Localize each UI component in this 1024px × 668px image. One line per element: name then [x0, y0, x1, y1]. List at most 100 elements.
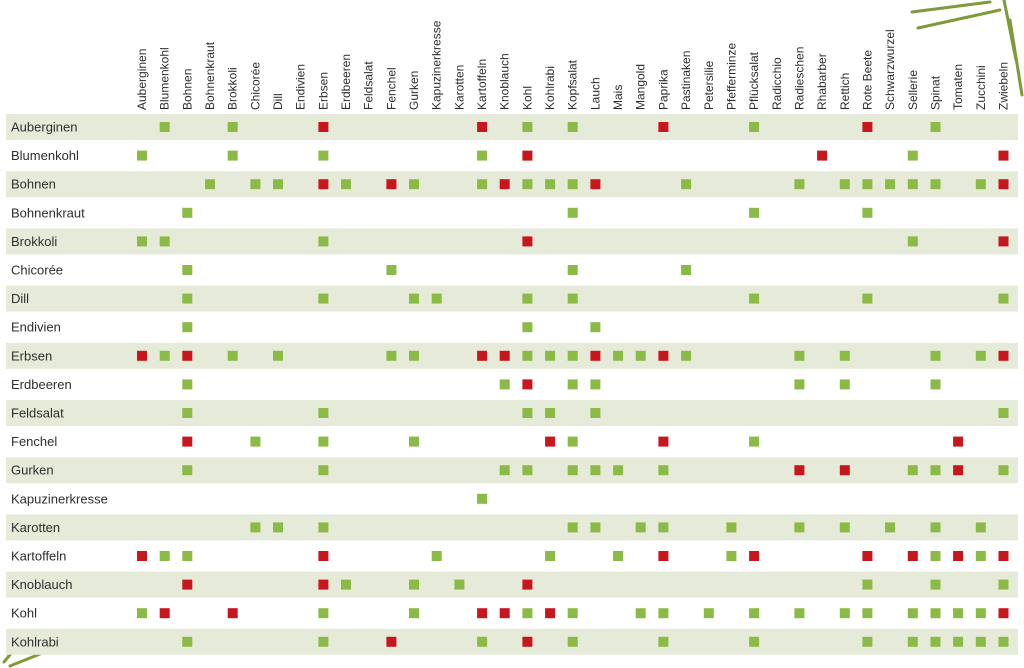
column-label: Blumenkohl [158, 47, 172, 110]
good-neighbour-marker [477, 493, 488, 504]
good-neighbour-marker [885, 179, 896, 190]
bad-neighbour-marker [318, 551, 329, 561]
good-neighbour-marker [567, 522, 578, 533]
good-neighbour-marker [930, 608, 941, 619]
good-neighbour-marker [590, 522, 601, 533]
good-neighbour-marker [454, 579, 465, 590]
good-neighbour-marker [749, 636, 760, 647]
bad-neighbour-marker [658, 436, 669, 447]
good-neighbour-marker [658, 636, 669, 647]
column-label: Feldsalat [362, 61, 376, 110]
column-label: Kohl [520, 86, 534, 110]
column-labels: Auberginen Blumenkohl Bohnen Bohnenkraut Bro… [135, 20, 1011, 110]
good-neighbour-marker [318, 465, 329, 476]
good-neighbour-marker [567, 436, 578, 447]
good-neighbour-marker [907, 236, 918, 247]
good-neighbour-marker [930, 636, 941, 647]
bad-neighbour-marker [545, 436, 556, 447]
row-label: Endivien [11, 320, 61, 335]
bad-neighbour-marker [159, 608, 170, 619]
good-neighbour-marker [658, 608, 669, 619]
bad-neighbour-marker [477, 350, 488, 361]
good-neighbour-marker [545, 408, 556, 418]
column-label: Erdbeeren [339, 54, 353, 110]
good-neighbour-marker [522, 122, 533, 132]
good-neighbour-marker [930, 179, 941, 190]
column-label: Sellerie [906, 70, 920, 110]
good-neighbour-marker [907, 636, 918, 647]
row-label: Gurken [11, 463, 54, 478]
good-neighbour-marker [409, 608, 419, 619]
good-neighbour-marker [930, 350, 941, 361]
good-neighbour-marker [431, 293, 442, 304]
row-label: Erdbeeren [11, 377, 72, 392]
bad-neighbour-marker [839, 465, 850, 476]
good-neighbour-marker [159, 236, 170, 247]
row-label: Kohlrabi [11, 634, 59, 649]
row-stripes [6, 114, 1018, 655]
good-neighbour-marker [930, 522, 941, 533]
column-label: Pflücksalat [747, 51, 761, 110]
good-neighbour-marker [930, 465, 941, 476]
good-neighbour-marker [182, 465, 193, 476]
good-neighbour-marker [930, 122, 941, 132]
column-label: Radieschen [792, 47, 806, 110]
row-label: Chicorée [11, 263, 63, 278]
bad-neighbour-marker [318, 579, 329, 590]
good-neighbour-marker [318, 408, 329, 418]
good-neighbour-marker [318, 522, 329, 533]
good-neighbour-marker [726, 522, 737, 533]
good-neighbour-marker [250, 436, 261, 447]
good-neighbour-marker [409, 179, 419, 190]
good-neighbour-marker [681, 179, 692, 190]
good-neighbour-marker [159, 551, 170, 561]
good-neighbour-marker [273, 522, 283, 533]
row-stripe [6, 114, 1018, 140]
good-neighbour-marker [227, 150, 238, 161]
good-neighbour-marker [522, 465, 533, 476]
good-neighbour-marker [227, 122, 238, 132]
row-stripe [6, 628, 1018, 655]
bad-neighbour-marker [749, 551, 760, 561]
column-label: Rote Beete [860, 50, 874, 110]
bad-neighbour-marker [499, 179, 510, 190]
column-label: Endivien [294, 64, 308, 110]
good-neighbour-marker [477, 150, 488, 161]
good-neighbour-marker [250, 522, 261, 533]
bad-neighbour-marker [386, 179, 397, 190]
bad-neighbour-marker [953, 551, 964, 561]
good-neighbour-marker [182, 265, 193, 275]
good-neighbour-marker [658, 465, 669, 476]
leaf-stroke [1008, 18, 1024, 97]
leaf-stroke [8, 652, 42, 668]
good-neighbour-marker [318, 636, 329, 647]
column-label: Mangold [634, 64, 648, 110]
good-neighbour-marker [522, 408, 533, 418]
good-neighbour-marker [182, 636, 193, 647]
bad-neighbour-marker [658, 122, 669, 132]
good-neighbour-marker [522, 350, 533, 361]
bad-neighbour-marker [998, 608, 1009, 619]
good-neighbour-marker [205, 179, 215, 190]
bad-neighbour-marker [590, 179, 601, 190]
good-neighbour-marker [590, 465, 601, 476]
good-neighbour-marker [567, 265, 578, 275]
good-neighbour-marker [409, 579, 419, 590]
good-neighbour-marker [318, 150, 329, 161]
good-neighbour-marker [681, 265, 692, 275]
good-neighbour-marker [635, 350, 646, 361]
bad-neighbour-marker [477, 122, 488, 132]
row-label: Auberginen [11, 120, 78, 135]
bad-neighbour-marker [862, 551, 873, 561]
good-neighbour-marker [159, 122, 170, 132]
column-label: Rettich [838, 73, 852, 110]
leaf-stroke [916, 8, 1002, 30]
row-label: Dill [11, 291, 29, 306]
bad-neighbour-marker [499, 350, 510, 361]
row-label: Karotten [11, 520, 60, 535]
good-neighbour-marker [227, 350, 238, 361]
bad-neighbour-marker [862, 122, 873, 132]
good-neighbour-marker [567, 293, 578, 304]
column-label: Mais [611, 85, 625, 110]
